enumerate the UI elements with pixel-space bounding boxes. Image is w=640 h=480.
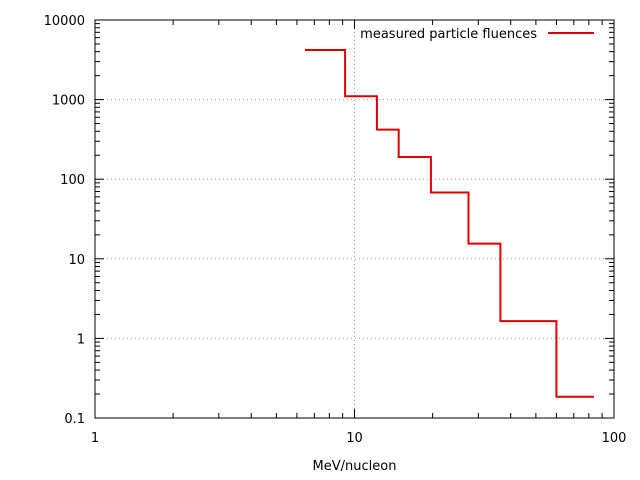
x-tick-label: 10 (346, 431, 363, 446)
y-tick-label: 1 (77, 332, 85, 347)
y-tick-label: 1000 (52, 94, 85, 109)
y-tick-label: 10 (68, 253, 85, 268)
y-tick-label: 10000 (44, 14, 85, 29)
x-tick-label: 1 (91, 431, 99, 446)
grid-lines (95, 20, 614, 418)
y-tick-label: 0.1 (64, 412, 85, 427)
y-tick-label: 100 (60, 173, 85, 188)
plot-frame (94, 19, 615, 419)
x-axis-label: MeV/nucleon (313, 459, 397, 474)
legend: measured particle fluences (360, 27, 594, 42)
x-tick-label: 100 (602, 431, 627, 446)
series-layer (304, 48, 595, 398)
x-tick-labels: 1 10 100 (91, 431, 627, 446)
series-0 (304, 48, 595, 398)
y-tick-labels: 0.1 1 10 100 1000 10000 (44, 14, 85, 427)
legend-label: measured particle fluences (360, 27, 537, 42)
tick-marks (94, 19, 615, 419)
